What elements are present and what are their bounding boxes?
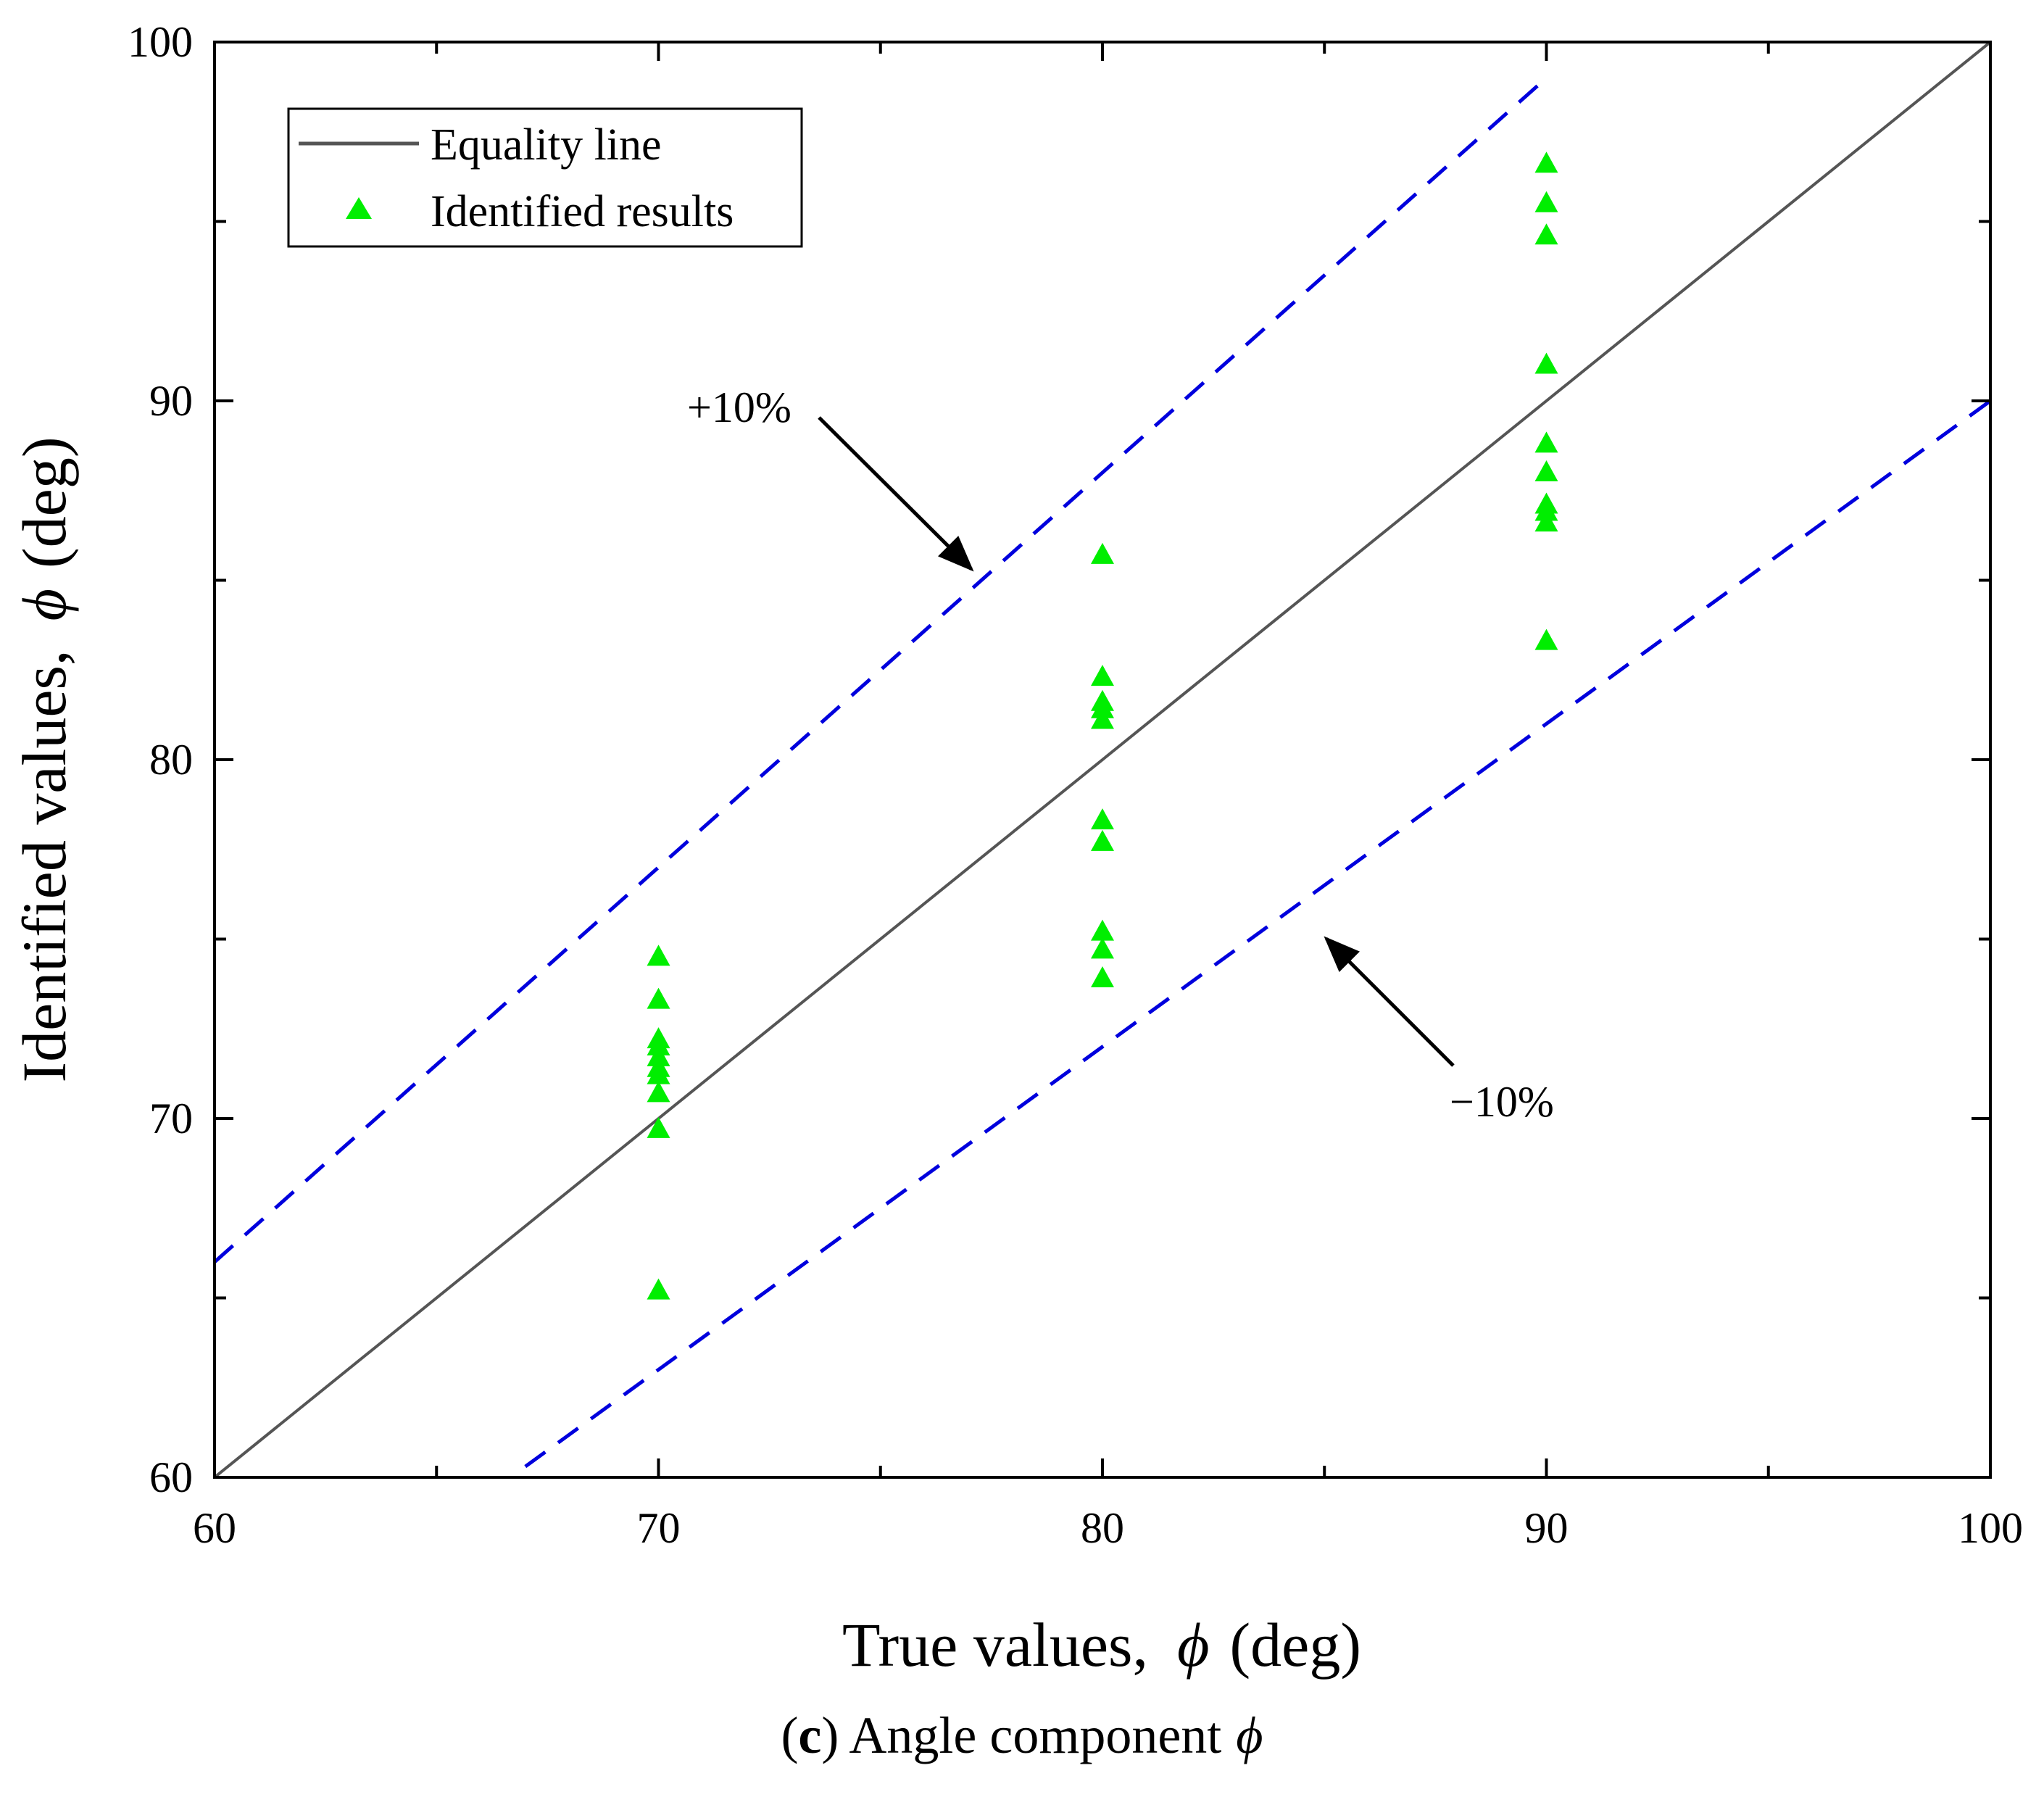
- data-point: [1091, 919, 1114, 941]
- figure-caption: (c) Angle component ϕ: [781, 1706, 1263, 1764]
- data-point: [1091, 829, 1114, 851]
- plot-frame: [213, 41, 1992, 1479]
- data-point: [1534, 223, 1558, 245]
- data-point: [1534, 191, 1558, 212]
- y-tick-label: 70: [149, 1095, 193, 1142]
- y-tick-label: 60: [149, 1453, 193, 1501]
- caption-symbol: ϕ: [1236, 1706, 1263, 1764]
- annotation-minus-10: −10%: [1324, 936, 1554, 1126]
- x-tick-label: 70: [637, 1504, 681, 1552]
- y-axis-symbol: ϕ: [9, 589, 79, 621]
- x-tick-label: 100: [1958, 1504, 2023, 1552]
- data-point: [1091, 542, 1114, 564]
- annotation-label-minus-10: −10%: [1450, 1078, 1554, 1126]
- y-axis-title-text: Identified values,: [9, 650, 79, 1082]
- legend-box: [287, 107, 803, 248]
- y-axis-unit: (deg): [9, 437, 79, 568]
- series-line-equality-line: [215, 42, 1990, 1477]
- data-point: [1091, 937, 1114, 959]
- x-axis-title-text: True values,: [842, 1610, 1148, 1680]
- data-point: [1091, 966, 1114, 987]
- series-line-10-bound: [524, 399, 1990, 1469]
- y-tick-label: 80: [149, 736, 193, 784]
- data-point: [647, 1055, 670, 1077]
- legend-label-equality-line: Equality line: [431, 120, 662, 170]
- caption-text: Angle component: [849, 1706, 1221, 1764]
- series-line-10-bound: [215, 76, 1548, 1263]
- x-tick-label: 80: [1081, 1504, 1124, 1552]
- x-axis-symbol: ϕ: [1177, 1610, 1210, 1680]
- x-axis-unit: (deg): [1230, 1610, 1361, 1680]
- data-point: [1534, 628, 1558, 650]
- data-point: [1534, 152, 1558, 173]
- y-tick-label: 90: [149, 377, 193, 425]
- legend-label-identified-results: Identified results: [431, 187, 734, 236]
- series-layer: [215, 42, 1990, 1477]
- data-point: [1091, 808, 1114, 830]
- data-point: [1534, 431, 1558, 453]
- x-axis-title: True values, ϕ (deg): [842, 1610, 1361, 1680]
- data-point: [647, 1278, 670, 1300]
- x-tick-label: 90: [1525, 1504, 1569, 1552]
- data-point: [1534, 499, 1558, 521]
- data-point: [1534, 510, 1558, 532]
- legend: Equality line Identified results: [287, 107, 803, 248]
- data-point: [647, 987, 670, 1009]
- data-point: [1534, 352, 1558, 374]
- x-tick-label: 60: [193, 1504, 236, 1552]
- data-point: [1091, 707, 1114, 729]
- caption-letter: c: [798, 1706, 821, 1764]
- legend-triangle-swatch: [346, 197, 372, 219]
- arrow-minus-10: [1324, 936, 1455, 1067]
- data-point: [647, 1027, 670, 1049]
- arrow-plus-10: [818, 416, 974, 572]
- y-axis-title: Identified values, ϕ (deg): [9, 437, 79, 1083]
- y-tick-label: 100: [128, 18, 193, 66]
- data-point: [1534, 460, 1558, 481]
- data-point: [1091, 665, 1114, 686]
- data-point: [647, 945, 670, 966]
- axis-ticks: 60 70 80 90 100 60 70 80 90 100: [128, 18, 2023, 1552]
- annotation-label-plus-10: +10%: [687, 383, 792, 431]
- data-point: [647, 1116, 670, 1138]
- annotation-plus-10: +10%: [687, 383, 974, 572]
- data-point: [1091, 697, 1114, 718]
- data-point: [647, 1081, 670, 1103]
- data-point: [647, 1045, 670, 1066]
